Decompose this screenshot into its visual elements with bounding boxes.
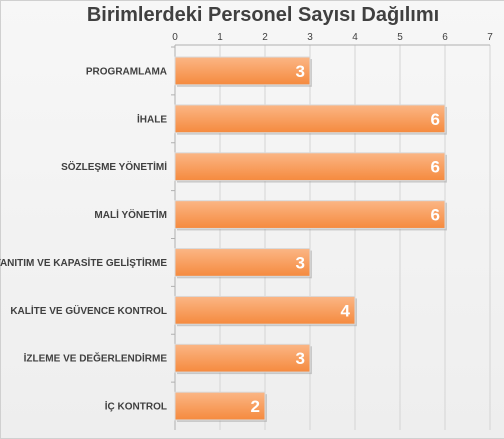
bars (174, 56, 447, 422)
bar (174, 56, 311, 86)
x-tick-label: 0 (172, 32, 178, 43)
x-tick-label: 6 (442, 32, 448, 43)
bar (174, 104, 446, 134)
x-tick-label: 4 (352, 32, 358, 43)
chart-title: Birimlerdeki Personel Sayısı Dağılımı (86, 4, 440, 26)
data-label: 3 (296, 253, 305, 272)
category-label: SÖZLEŞME YÖNETİMİ (61, 160, 167, 173)
bar (174, 295, 356, 325)
category-label: PROGRAMLAMA (86, 66, 167, 77)
data-label: 2 (251, 397, 260, 416)
category-label: MALİ YÖNETİM (94, 208, 167, 221)
bar (174, 343, 311, 373)
data-label: 3 (296, 62, 305, 81)
bar (174, 200, 446, 229)
x-tick-label: 3 (307, 32, 313, 43)
data-label: 6 (431, 206, 440, 225)
category-axis: PROGRAMLAMA İHALE SÖZLEŞME YÖNETİMİ MALİ YÖ… (0, 45, 176, 430)
data-label: 3 (296, 349, 305, 368)
data-label: 6 (431, 158, 440, 177)
data-label: 6 (431, 110, 440, 129)
data-labels: 3 6 6 6 3 4 3 2 (251, 62, 440, 416)
category-label: İÇ KONTROL (105, 400, 167, 413)
category-label: İZLEME VE DEĞERLENDİRME (24, 352, 168, 365)
x-tick-label: 7 (487, 32, 493, 43)
category-label: İHALE (137, 112, 167, 125)
category-label: KALİTE VE GÜVENCE KONTROL (10, 304, 167, 317)
x-tick-label: 5 (397, 32, 403, 43)
bar (174, 248, 311, 277)
data-label: 4 (341, 301, 351, 320)
x-axis-ticks: 0 1 2 3 4 5 6 7 (172, 32, 493, 43)
bar (174, 152, 446, 182)
x-tick-label: 2 (262, 32, 268, 43)
category-label: TANITIM VE KAPASİTE GELİŞTİRME (0, 256, 167, 269)
x-tick-label: 1 (217, 32, 223, 43)
bar (174, 391, 266, 421)
